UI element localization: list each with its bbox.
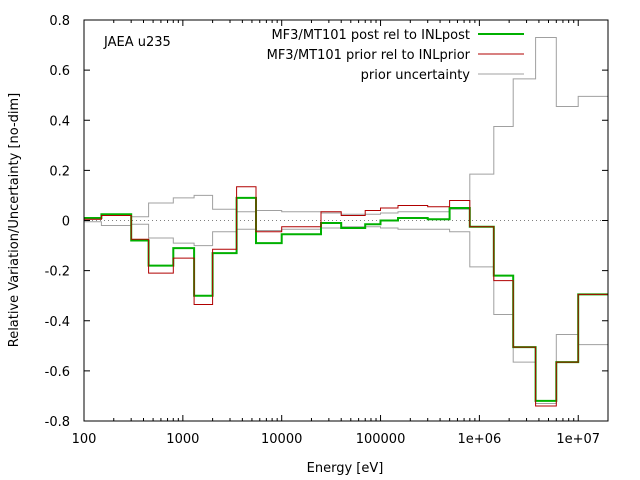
x-axis-label: Energy [eV] [307, 461, 384, 476]
chart-annotation: JAEA u235 [103, 35, 171, 50]
series-line-prior-variation [84, 186, 608, 407]
y-axis-label: Relative Variation/Uncertainty [no-dim] [7, 93, 22, 348]
legend-label-prior-uncertainty: prior uncertainty [361, 68, 471, 83]
legend-label-prior-variation: MF3/MT101 prior rel to INLprior [267, 48, 471, 63]
y-tick-label: 0.8 [49, 14, 70, 29]
y-tick-label: -0.6 [45, 365, 70, 380]
x-tick-label: 100 [72, 432, 97, 447]
y-tick-label: -0.4 [45, 315, 70, 330]
y-tick-label: -0.2 [45, 265, 70, 280]
x-tick-label: 10000 [261, 432, 302, 447]
y-tick-label: -0.8 [45, 415, 70, 430]
x-tick-label: 100000 [356, 432, 406, 447]
y-tick-label: 0 [62, 215, 70, 230]
legend: MF3/MT101 post rel to INLpost MF3/MT101 p… [267, 28, 524, 83]
y-tick-label: 0.2 [49, 164, 70, 179]
y-tick-label: 0.6 [49, 64, 70, 79]
x-tick-label: 1e+07 [556, 432, 600, 447]
legend-label-post-variation: MF3/MT101 post rel to INLpost [271, 28, 470, 43]
x-tick-label: 1000 [166, 432, 199, 447]
y-tick-label: 0.4 [49, 114, 70, 129]
x-tick-label: 1e+06 [458, 432, 502, 447]
